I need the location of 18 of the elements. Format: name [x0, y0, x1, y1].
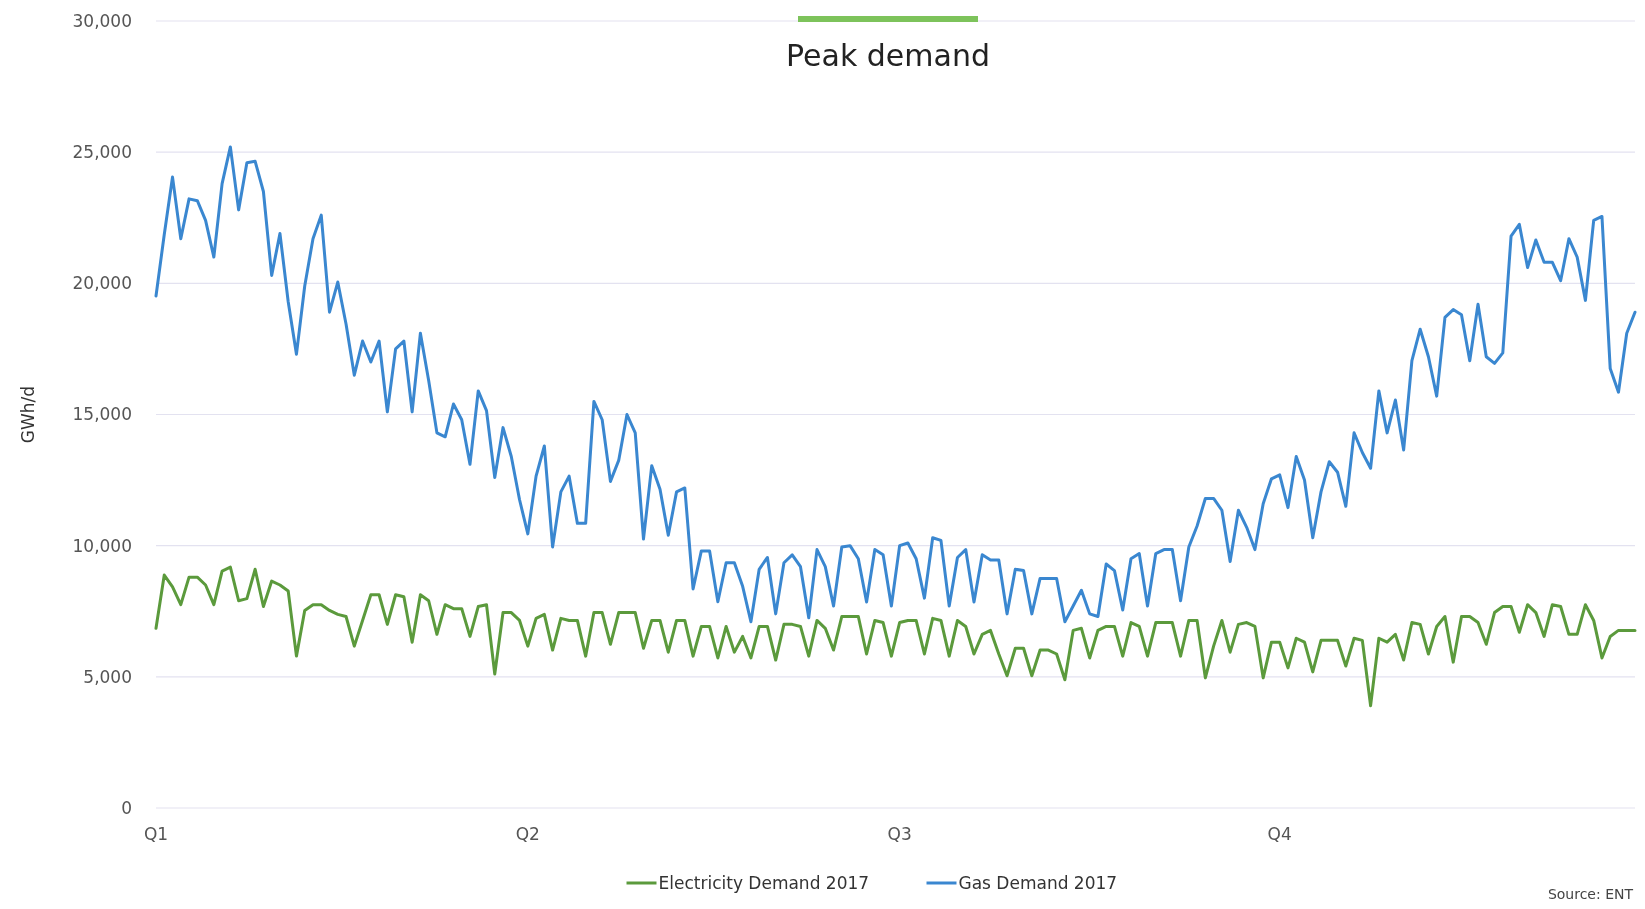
- y-tick-label: 20,000: [72, 273, 132, 294]
- x-tick-label: Q1: [143, 824, 169, 844]
- text: Peak demand: [786, 38, 990, 73]
- y-tick-label: 15,000: [72, 404, 132, 425]
- legend-label: Electricity Demand 2017: [658, 873, 870, 893]
- y-tick-label: 25,000: [72, 142, 132, 163]
- y-tick-label: 30,000: [72, 10, 132, 31]
- x-tick-label: Q4: [1267, 824, 1292, 844]
- source-note: Source: ENT: [1547, 886, 1634, 902]
- line-series: [154, 565, 1637, 708]
- legend-label: Gas Demand 2017: [958, 873, 1118, 893]
- x-tick-label: Q3: [887, 824, 912, 844]
- x-tick-label: Q2: [515, 824, 540, 844]
- y-tick-label: 10,000: [72, 535, 132, 556]
- y-tick-label: 0: [121, 797, 132, 818]
- line-series: [154, 145, 1637, 624]
- y-tick-label: 5,000: [83, 666, 132, 687]
- y-axis-title: GWh/d: [18, 385, 38, 444]
